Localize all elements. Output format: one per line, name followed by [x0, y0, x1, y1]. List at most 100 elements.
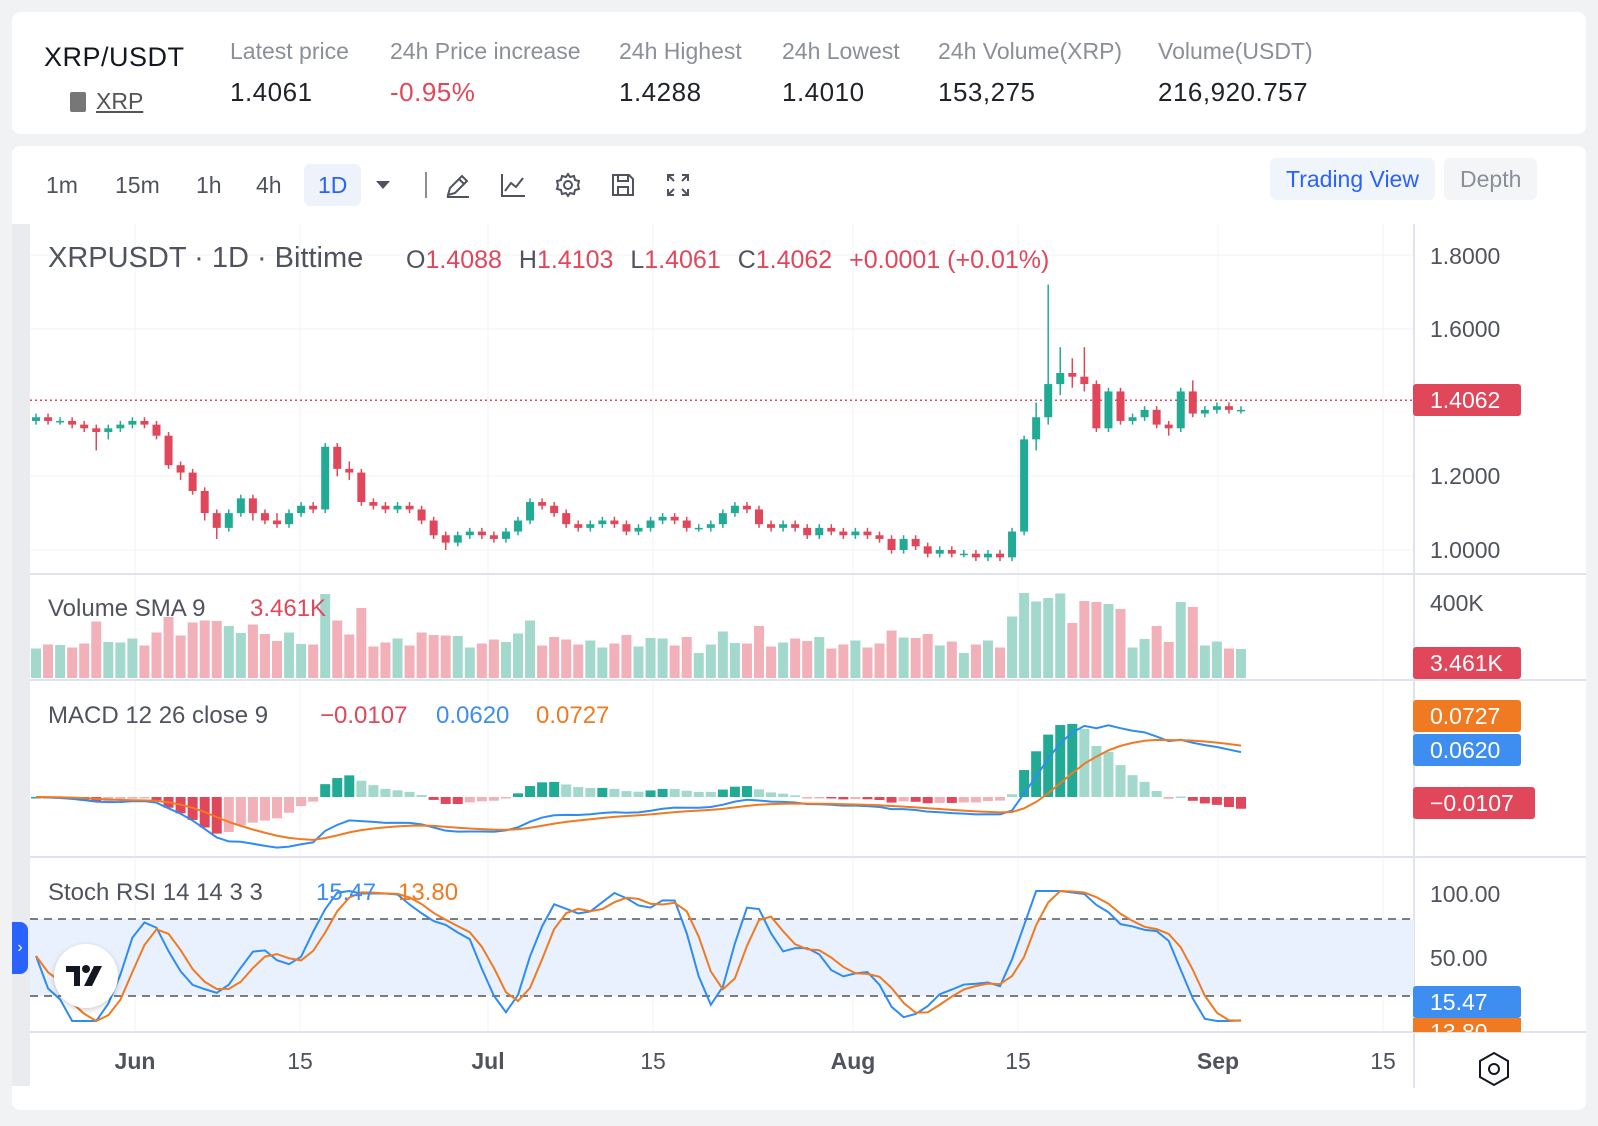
volume-bar	[525, 620, 536, 678]
coin-link[interactable]: XRP	[70, 88, 143, 115]
candle-body	[333, 446, 342, 469]
macd-hist-bar	[1067, 723, 1078, 797]
stoch-axis-tick: 100.00	[1430, 881, 1500, 907]
macd-hist-bar	[296, 797, 307, 807]
macd-hist-bar	[1031, 751, 1042, 797]
volume-bar	[513, 633, 523, 678]
timeframe-1h[interactable]: 1h	[196, 172, 222, 198]
macd-hist-bar	[802, 797, 813, 799]
volume-bar	[705, 644, 716, 678]
volume-bar	[585, 640, 596, 678]
fullscreen-icon[interactable]	[661, 168, 695, 202]
stoch-axis-tick: 50.00	[1430, 945, 1488, 971]
macd-hist-bar	[982, 797, 993, 802]
macd-hist-bar	[778, 793, 789, 797]
timeframe-4h[interactable]: 4h	[256, 172, 282, 198]
volume-bar	[790, 638, 801, 678]
price-tick: 1.6000	[1430, 316, 1500, 342]
macd-hist-bar	[344, 775, 355, 797]
coin-link-label[interactable]: XRP	[96, 88, 144, 114]
candle-body	[453, 535, 462, 543]
candle-body	[104, 428, 113, 432]
pair-title: XRP/USDT	[44, 42, 185, 72]
volume-bar	[1175, 602, 1186, 678]
candle-body	[514, 520, 522, 532]
candle-body	[345, 468, 354, 473]
macd-hist-bar	[368, 785, 379, 797]
candle-body	[429, 520, 438, 536]
volume-bar	[669, 645, 680, 678]
candle-body	[1044, 384, 1053, 418]
stat-value: 216,920.757	[1158, 77, 1309, 107]
volume-bar	[573, 644, 584, 678]
macd-hist-bar	[621, 791, 632, 797]
candle-body	[730, 505, 739, 514]
candle-body	[321, 446, 330, 510]
hexagon-settings-icon[interactable]	[1479, 1051, 1509, 1087]
side-panel-toggle[interactable]: ›	[12, 922, 28, 974]
macd-hist-bar	[1163, 797, 1174, 799]
candle-body	[176, 465, 185, 473]
macd-hist-bar	[1211, 797, 1222, 805]
macd-hist-bar	[874, 797, 885, 801]
volume-bar	[380, 642, 391, 678]
macd-hist-bar	[284, 797, 295, 813]
candle-body	[1212, 406, 1221, 410]
volume-bar	[645, 638, 656, 678]
macd-hist-bar	[404, 791, 415, 797]
candle-body	[718, 513, 727, 525]
candle-body	[658, 516, 667, 521]
stat-lowest: 24h Lowest 1.4010	[782, 38, 900, 108]
macd-hist-bar	[1103, 751, 1114, 797]
volume-series	[31, 593, 1246, 678]
candle-body	[273, 520, 281, 525]
candle-body	[706, 524, 715, 528]
candle-body	[465, 531, 474, 536]
macd-hist-bar	[1115, 765, 1126, 797]
pencil-icon[interactable]	[441, 168, 475, 202]
candle-body	[1056, 373, 1065, 385]
candle-body	[128, 420, 137, 425]
book-icon	[70, 91, 86, 112]
macd-hist-bar	[693, 791, 704, 797]
volume-bar	[741, 643, 752, 678]
trading-view-button[interactable]: Trading View	[1270, 158, 1435, 200]
stoch-series	[35, 889, 1242, 1023]
volume-bar	[633, 646, 644, 678]
stoch-k-line	[35, 889, 1242, 1022]
macd-hist-bar	[1127, 775, 1138, 797]
gear-icon[interactable]	[551, 168, 585, 202]
candle-body	[417, 509, 426, 521]
candle-body	[815, 527, 824, 536]
volume-bar	[1019, 593, 1030, 678]
candle-body	[682, 520, 691, 528]
candle-body	[550, 505, 559, 514]
macd-hist-bar	[633, 791, 644, 797]
macd-hist-bar	[452, 797, 463, 805]
ohlc-o: 1.4088	[425, 246, 501, 274]
tradingview-logo[interactable]	[54, 944, 118, 1008]
timeframe-1m[interactable]: 1m	[46, 172, 78, 198]
volume-bar	[1079, 601, 1090, 678]
save-icon[interactable]	[606, 168, 640, 202]
stat-label: 24h Lowest	[782, 38, 900, 64]
ohlc-l-label: L	[630, 246, 644, 274]
candle-body	[1188, 391, 1197, 414]
macd-hist-bar	[958, 797, 969, 803]
macd-hist-bar	[1187, 797, 1198, 801]
volume-bar	[368, 646, 379, 678]
timeframe-15m[interactable]: 15m	[115, 172, 160, 198]
depth-button[interactable]: Depth	[1444, 158, 1538, 200]
candle-body	[501, 531, 510, 539]
stoch-d-line	[35, 889, 1242, 1023]
stat-value: -0.95%	[390, 77, 476, 107]
chart-area[interactable]: XRPUSDT · 1D · Bittime O1.4088 H1.4103 L…	[30, 224, 1586, 1088]
timeframe-1d[interactable]: 1D	[304, 164, 362, 206]
indicator-icon[interactable]	[496, 168, 530, 202]
volume-bar	[934, 645, 945, 678]
volume-bar	[67, 647, 78, 678]
time-label: Sep	[1197, 1048, 1239, 1074]
macd-hist-bar	[657, 788, 668, 797]
chevron-down-icon[interactable]	[366, 168, 400, 202]
ohlc-c-label: C	[738, 246, 756, 274]
